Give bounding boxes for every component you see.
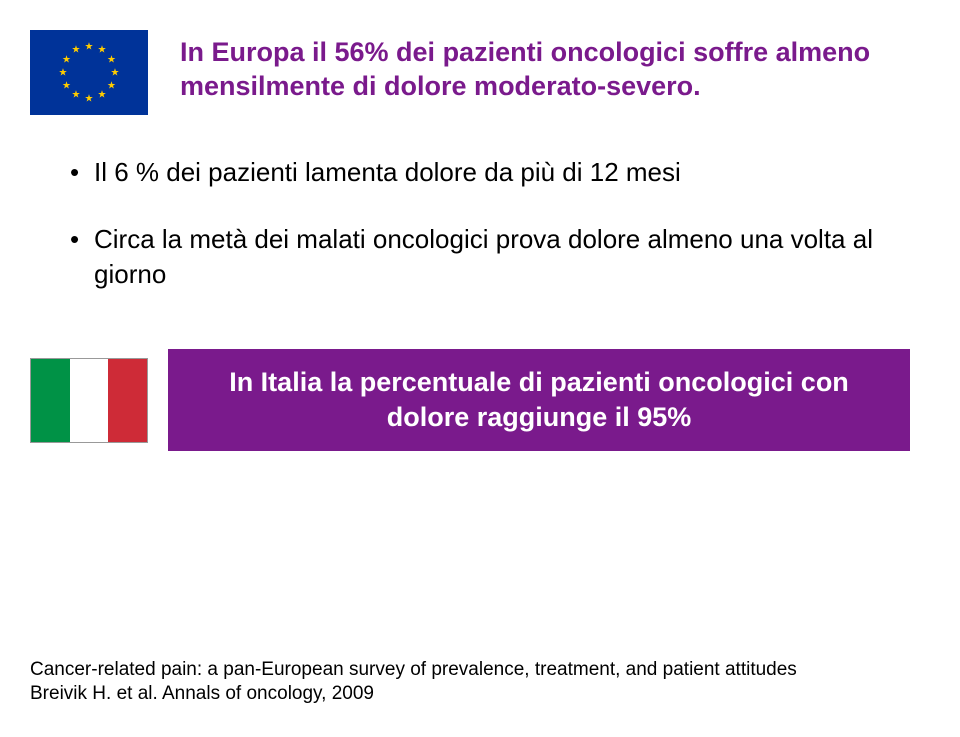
citation-line: Breivik H. et al. Annals of oncology, 20… — [30, 682, 930, 707]
bullet-list: Il 6 % dei pazienti lamenta dolore da pi… — [0, 115, 960, 292]
citation-line: Cancer-related pain: a pan-European surv… — [30, 658, 930, 683]
top-row: ★★★★★★★★★★★★ In Europa il 56% dei pazien… — [0, 0, 960, 115]
bullet-item: Il 6 % dei pazienti lamenta dolore da pi… — [70, 155, 910, 190]
eu-flag-icon: ★★★★★★★★★★★★ — [30, 30, 148, 115]
citation: Cancer-related pain: a pan-European surv… — [30, 658, 930, 707]
headline-text: In Europa il 56% dei pazienti oncologici… — [180, 36, 898, 104]
bullet-item: Circa la metà dei malati oncologici prov… — [70, 222, 910, 292]
callout-box: In Italia la percentuale di pazienti onc… — [168, 349, 910, 451]
headline-box: In Europa il 56% dei pazienti oncologici… — [168, 30, 910, 110]
mid-row: In Italia la percentuale di pazienti onc… — [0, 324, 960, 451]
italy-flag-icon — [30, 358, 148, 443]
